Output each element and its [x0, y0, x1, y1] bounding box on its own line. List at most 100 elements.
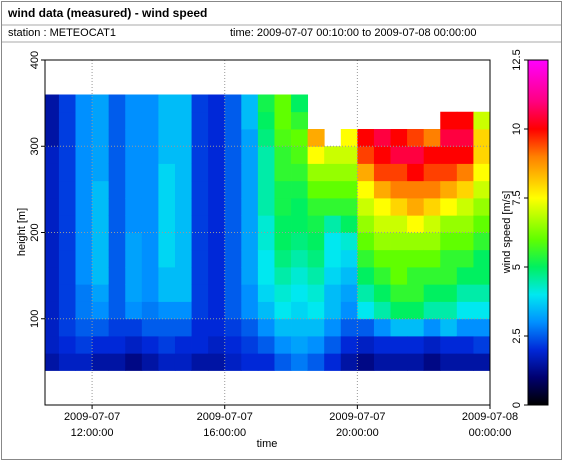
- heatmap-cell: [191, 146, 209, 164]
- heatmap-cell: [158, 146, 176, 164]
- heatmap-cell: [208, 267, 226, 285]
- heatmap-cell: [423, 301, 441, 320]
- heatmap-cell: [423, 129, 441, 147]
- heatmap-cell: [92, 353, 110, 371]
- heatmap-cell: [125, 198, 143, 216]
- heatmap-cell: [373, 353, 391, 371]
- heatmap-cell: [440, 215, 458, 233]
- heatmap-cell: [340, 232, 358, 251]
- heatmap-cell: [307, 249, 325, 268]
- x-axis-label: time: [257, 438, 278, 450]
- heatmap-cell: [340, 163, 358, 182]
- heatmap-cell: [208, 353, 226, 371]
- heatmap-cell: [45, 267, 60, 285]
- heatmap-cell: [423, 180, 441, 199]
- heatmap-cell: [291, 301, 309, 320]
- x-tick-label: 2009-07-07 20:00:00: [329, 411, 385, 439]
- heatmap-cell: [45, 301, 60, 320]
- heatmap-cell: [307, 198, 325, 216]
- heatmap-cell: [241, 301, 259, 320]
- heatmap-cell: [390, 146, 408, 164]
- heatmap-cell: [141, 249, 159, 268]
- heatmap-cell: [208, 163, 226, 182]
- heatmap-cell: [357, 232, 375, 251]
- heatmap-cell: [45, 198, 60, 216]
- heatmap-cell: [141, 318, 159, 337]
- heatmap-cell: [423, 232, 441, 251]
- y-tick-label: 200: [29, 223, 41, 241]
- heatmap-cell: [92, 301, 110, 320]
- heatmap-cell: [407, 301, 425, 320]
- heatmap-cell: [456, 249, 474, 268]
- heatmap-cell: [174, 198, 192, 216]
- heatmap-cell: [357, 129, 375, 147]
- heatmap-cell: [241, 111, 259, 130]
- heatmap-cell: [307, 146, 325, 164]
- heatmap-cell: [141, 353, 159, 371]
- heatmap-cell: [125, 249, 143, 268]
- colorbar-tick-label: 5: [511, 264, 523, 270]
- heatmap-cell: [92, 163, 110, 182]
- heatmap-cell: [224, 163, 242, 182]
- heatmap-cell: [141, 180, 159, 199]
- heatmap-cell: [108, 232, 126, 251]
- x-tick-label: 2009-07-07 16:00:00: [197, 411, 253, 439]
- heatmap-cell: [324, 198, 342, 216]
- heatmap-cell: [423, 336, 441, 354]
- heatmap-cell: [257, 301, 275, 320]
- heatmap-cell: [92, 146, 110, 164]
- heatmap-cell: [407, 336, 425, 354]
- heatmap-cell: [274, 284, 292, 302]
- heatmap-cell: [274, 249, 292, 268]
- heatmap-cell: [324, 249, 342, 268]
- heatmap-cell: [241, 336, 259, 354]
- heatmap-cell: [108, 94, 126, 113]
- heatmap-cell: [307, 215, 325, 233]
- heatmap-cell: [141, 111, 159, 130]
- heatmap-cell: [324, 336, 342, 354]
- heatmap-cell: [307, 267, 325, 285]
- heatmap-cell: [440, 336, 458, 354]
- heatmap-cell: [390, 249, 408, 268]
- heatmap-cell: [158, 284, 176, 302]
- heatmap-cell: [174, 111, 192, 130]
- heatmap-cell: [158, 301, 176, 320]
- heatmap-cell: [473, 284, 490, 302]
- heatmap-cell: [307, 129, 325, 147]
- heatmap-cell: [456, 198, 474, 216]
- heatmap-cell: [158, 267, 176, 285]
- heatmap-cell: [423, 353, 441, 371]
- heatmap-cell: [291, 353, 309, 371]
- heatmap-cell: [257, 353, 275, 371]
- chart-title: wind data (measured) - wind speed: [7, 6, 207, 20]
- heatmap-cell: [158, 353, 176, 371]
- heatmap-cell: [75, 111, 93, 130]
- heatmap-cell: [174, 232, 192, 251]
- heatmap-cell: [92, 267, 110, 285]
- heatmap-cell: [274, 163, 292, 182]
- heatmap-cell: [174, 267, 192, 285]
- heatmap-cell: [274, 111, 292, 130]
- heatmap-cell: [407, 180, 425, 199]
- heatmap-cell: [158, 129, 176, 147]
- heatmap-cell: [373, 198, 391, 216]
- heatmap-cell: [58, 336, 76, 354]
- heatmap-cell: [241, 232, 259, 251]
- heatmap-cell: [357, 301, 375, 320]
- y-tick-label: 100: [29, 310, 41, 328]
- heatmap-cell: [241, 163, 259, 182]
- heatmap-cell: [357, 318, 375, 337]
- heatmap-cell: [440, 284, 458, 302]
- heatmap-cell: [456, 284, 474, 302]
- heatmap-cell: [224, 249, 242, 268]
- x-tick-label: 2009-07-07 12:00:00: [64, 411, 120, 439]
- heatmap-cell: [473, 267, 490, 285]
- heatmap-cell: [291, 180, 309, 199]
- heatmap-cell: [75, 94, 93, 113]
- heatmap-cell: [45, 336, 60, 354]
- heatmap-cell: [208, 284, 226, 302]
- heatmap-cell: [324, 284, 342, 302]
- heatmap-cell: [125, 284, 143, 302]
- heatmap-cell: [274, 353, 292, 371]
- heatmap-cell: [191, 111, 209, 130]
